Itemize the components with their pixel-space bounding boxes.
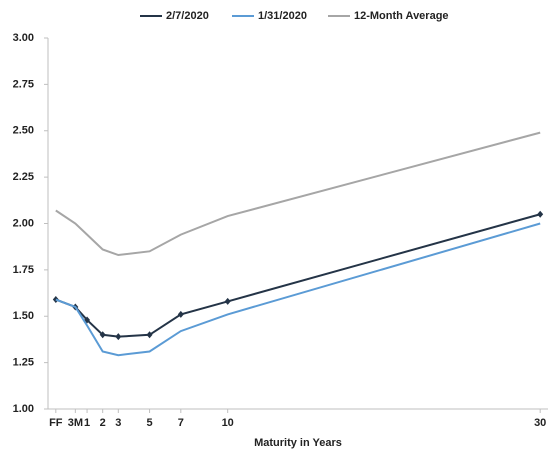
legend-label: 1/31/2020 xyxy=(258,10,307,22)
x-tick-label: 5 xyxy=(147,417,153,429)
data-point xyxy=(537,210,544,218)
y-tick-label: 1.75 xyxy=(13,264,34,276)
y-tick-label: 2.00 xyxy=(13,217,34,229)
data-point xyxy=(146,331,153,339)
series-line xyxy=(55,222,541,357)
x-tick-label: 3M xyxy=(68,417,83,429)
x-tick-label: 30 xyxy=(534,417,546,429)
data-point xyxy=(115,333,122,341)
y-tick-label: 2.25 xyxy=(13,171,34,183)
y-tick-label: 3.00 xyxy=(13,32,34,44)
data-point xyxy=(99,331,106,339)
x-tick-label: 1 xyxy=(84,417,90,429)
y-tick-label: 1.50 xyxy=(13,310,34,322)
x-tick-label: FF xyxy=(49,417,63,429)
x-tick-label: 3 xyxy=(115,417,121,429)
legend-label: 2/7/2020 xyxy=(166,10,209,22)
data-point xyxy=(224,297,231,305)
y-tick-label: 1.00 xyxy=(13,403,34,415)
series-line xyxy=(55,213,541,338)
x-tick-label: 7 xyxy=(178,417,184,429)
x-tick-label: 2 xyxy=(100,417,106,429)
x-tick-label: 10 xyxy=(222,417,234,429)
x-axis-label: Maturity in Years xyxy=(254,437,342,449)
y-tick-label: 2.75 xyxy=(13,78,34,90)
y-tick-label: 1.25 xyxy=(13,357,34,369)
legend-label: 12-Month Average xyxy=(354,10,449,22)
data-point xyxy=(177,310,184,318)
y-tick-label: 2.50 xyxy=(13,125,34,137)
series-line xyxy=(55,131,541,257)
